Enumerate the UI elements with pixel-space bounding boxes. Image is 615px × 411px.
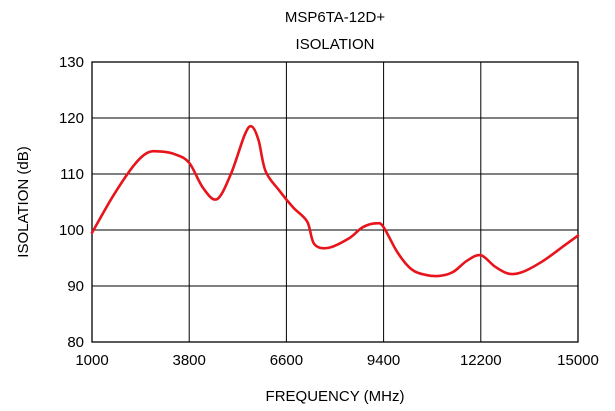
- x-tick-label: 3800: [173, 352, 206, 369]
- y-tick-label: 110: [60, 166, 84, 183]
- y-tick-label: 130: [59, 54, 84, 71]
- y-tick-label: 120: [59, 110, 84, 127]
- y-tick-label: 80: [67, 334, 84, 351]
- y-tick-label: 90: [67, 278, 84, 295]
- chart-title: MSP6TA-12D+: [285, 9, 385, 26]
- x-tick-label: 15000: [557, 352, 599, 369]
- x-tick-label: 6600: [270, 352, 303, 369]
- x-tick-label: 12200: [460, 352, 502, 369]
- x-axis-label: FREQUENCY (MHz): [266, 388, 405, 405]
- tick-labels: 1000 3800 6600 9400 12200 15000 80 90 100 110 120 1…: [59, 54, 599, 369]
- chart-subtitle: ISOLATION: [296, 36, 375, 53]
- x-tick-label: 9400: [367, 352, 400, 369]
- x-tick-label: 1000: [75, 352, 108, 369]
- y-axis-label: ISOLATION (dB): [15, 146, 32, 257]
- series-line-isolation: [90, 124, 580, 278]
- y-tick-label: 100: [59, 222, 84, 239]
- grid-lines: [91, 61, 579, 343]
- plot-area-frame: [91, 61, 579, 343]
